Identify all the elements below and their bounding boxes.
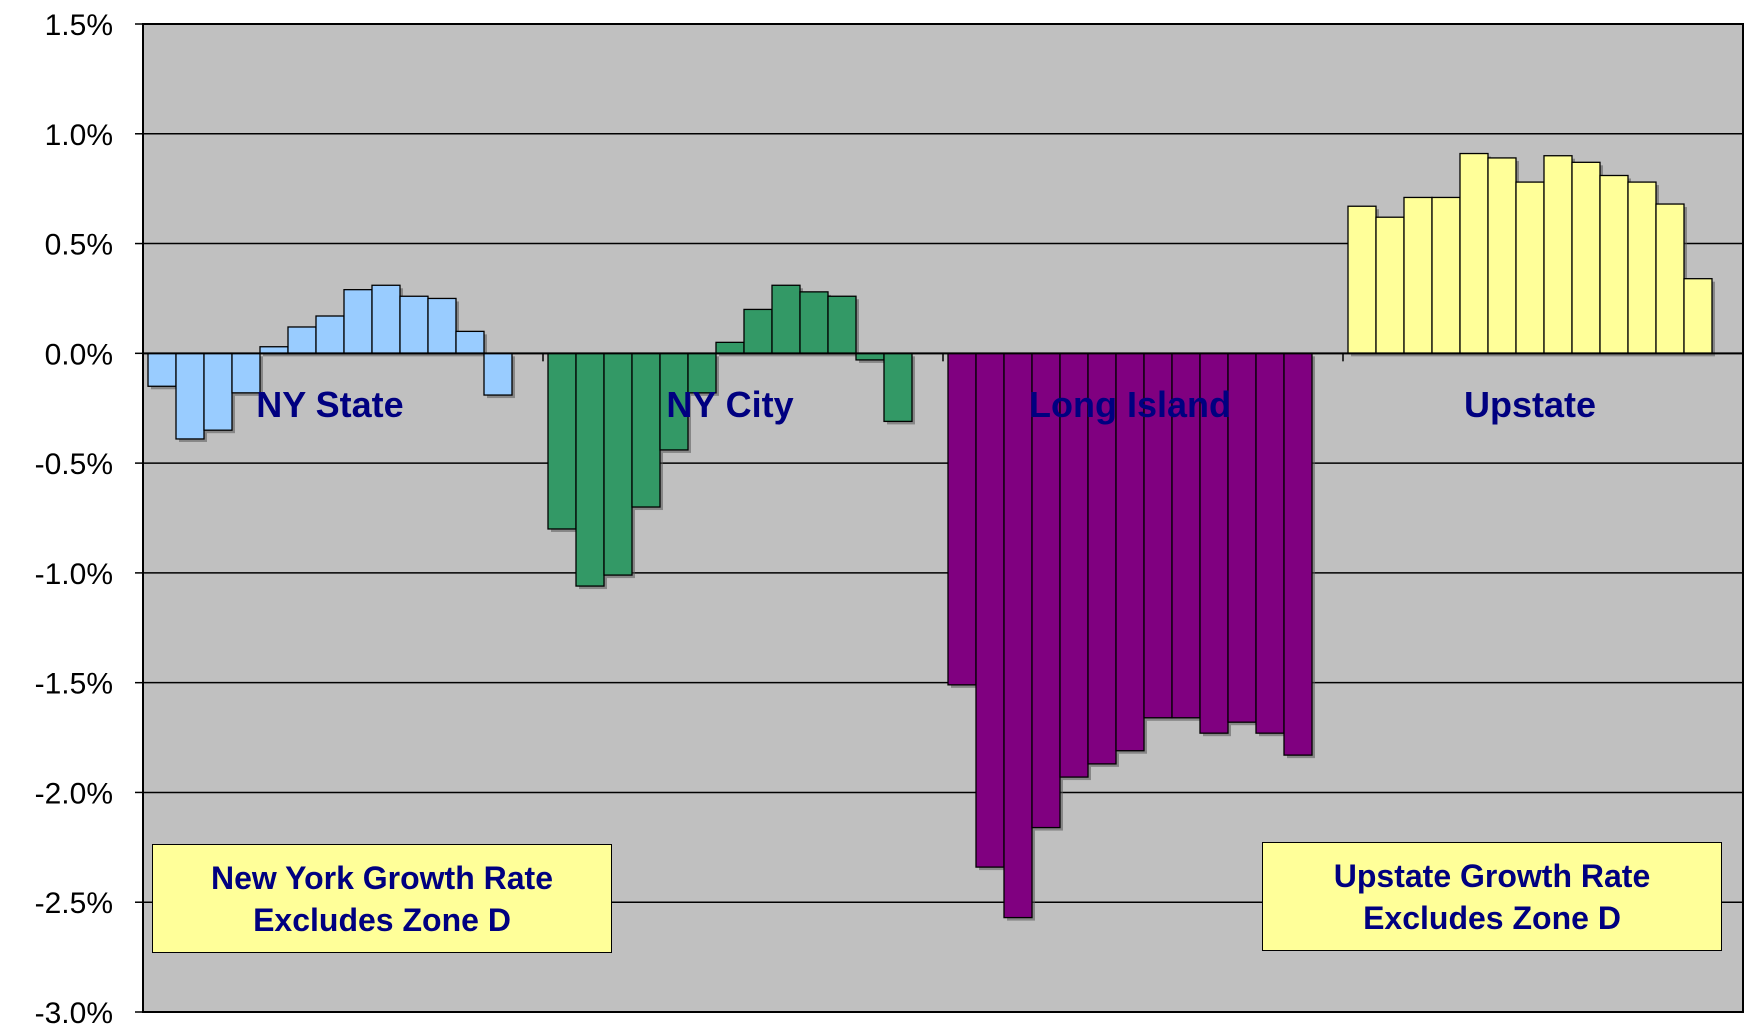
bars	[147, 152, 1715, 921]
bar-ny-city	[575, 352, 605, 587]
bar-upstate	[1515, 181, 1545, 354]
bar-upstate	[1459, 152, 1489, 354]
y-tick-label: 1.5%	[45, 9, 113, 42]
bar-upstate	[1571, 161, 1601, 354]
bar-ny-state	[287, 326, 317, 354]
bar-ny-city	[827, 295, 857, 354]
bar-ny-state	[483, 352, 513, 396]
note-new-york-line2: Excludes Zone D	[253, 901, 511, 938]
bar-upstate	[1543, 155, 1573, 354]
bar-long-island	[947, 352, 977, 686]
bar-upstate	[1431, 196, 1461, 354]
bar-long-island	[1115, 352, 1145, 752]
bar-ny-state	[203, 352, 233, 431]
bar-ny-state	[343, 289, 373, 354]
bar-ny-city	[659, 352, 689, 451]
bar-ny-state	[175, 352, 205, 440]
bar-ny-city	[715, 341, 745, 354]
bar-long-island	[1199, 352, 1229, 734]
bar-long-island	[1227, 352, 1257, 723]
bar-ny-state	[315, 315, 345, 354]
y-tick-label: -1.5%	[35, 668, 113, 701]
bar-upstate	[1403, 196, 1433, 354]
bar-upstate	[1683, 278, 1713, 354]
y-tick-label: 0.0%	[45, 338, 113, 371]
bar-long-island	[1283, 352, 1313, 756]
bar-long-island	[1059, 352, 1089, 778]
bar-upstate	[1347, 205, 1377, 354]
y-tick-label: 1.0%	[45, 119, 113, 152]
bar-ny-state	[399, 295, 429, 354]
note-new-york-line1: New York Growth Rate	[211, 859, 553, 896]
note-upstate-line2: Excludes Zone D	[1363, 899, 1621, 936]
y-tick-label: -0.5%	[35, 448, 113, 481]
bar-ny-state	[371, 284, 401, 354]
bar-ny-city	[547, 352, 577, 530]
bar-upstate	[1655, 203, 1685, 354]
y-tick-label: -2.0%	[35, 777, 113, 810]
bar-ny-state	[231, 352, 261, 394]
note-upstate-line1: Upstate Growth Rate	[1333, 857, 1651, 894]
bar-ny-city	[771, 284, 801, 354]
bar-long-island	[1171, 352, 1201, 719]
bar-ny-state	[455, 330, 485, 354]
bar-upstate	[1599, 174, 1629, 354]
bar-ny-city	[743, 308, 773, 354]
bar-ny-city	[799, 291, 829, 354]
bar-ny-city	[631, 352, 661, 508]
bar-long-island	[1255, 352, 1285, 734]
bar-ny-city	[603, 352, 633, 576]
bar-upstate	[1627, 181, 1657, 354]
bar-long-island	[1003, 352, 1033, 919]
note-upstate: Upstate Growth Rate Excludes Zone D	[1262, 842, 1722, 951]
bar-ny-state	[147, 352, 177, 387]
group-labels: NY State NY City Long Island Upstate	[256, 384, 1596, 425]
group-label-upstate: Upstate	[1464, 384, 1596, 425]
bar-ny-city	[883, 352, 913, 423]
bar-long-island	[1087, 352, 1117, 765]
bar-ny-state	[427, 297, 457, 354]
bar-upstate	[1375, 216, 1405, 354]
axes: 1.5% 1.0% 0.5% 0.0% -0.5% -1.0% -1.5% -2.0% -2.5…	[35, 9, 1744, 1026]
plot-frame	[142, 23, 1744, 1013]
note-new-york: New York Growth Rate Excludes Zone D	[152, 844, 612, 953]
group-label-ny-city: NY City	[666, 384, 793, 425]
y-tick-label: -2.5%	[35, 887, 113, 920]
group-label-ny-state: NY State	[256, 384, 403, 425]
bar-upstate	[1487, 157, 1517, 354]
group-label-long-island: Long Island	[1029, 384, 1231, 425]
bar-long-island	[975, 352, 1005, 868]
bar-long-island	[1031, 352, 1061, 829]
y-tick-label: 0.5%	[45, 229, 113, 262]
y-tick-label: -1.0%	[35, 558, 113, 591]
y-tick-label: -3.0%	[35, 997, 113, 1026]
